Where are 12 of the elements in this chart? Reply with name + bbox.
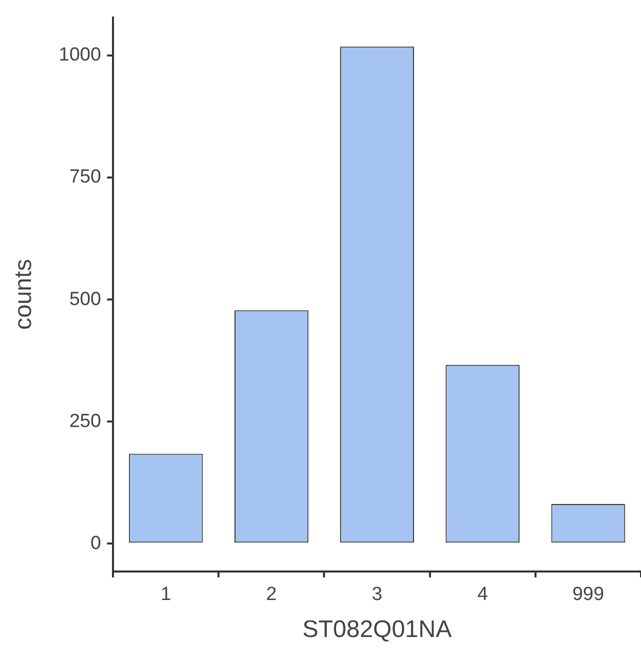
x-tick-label: 1	[160, 584, 172, 606]
y-tick-label: 750	[69, 166, 102, 188]
y-tick-label: 500	[69, 288, 102, 310]
x-tick-label: 999	[572, 584, 604, 606]
y-tick-label: 0	[90, 532, 102, 554]
x-axis-title: ST082Q01NA	[302, 616, 452, 644]
y-tick-label: 1000	[58, 44, 102, 66]
x-tick-label: 3	[372, 584, 382, 606]
y-axis-title: counts	[10, 259, 38, 330]
x-tick-label: 2	[266, 584, 277, 606]
y-tick-label: 250	[69, 410, 102, 432]
x-tick-label: 4	[477, 584, 488, 606]
